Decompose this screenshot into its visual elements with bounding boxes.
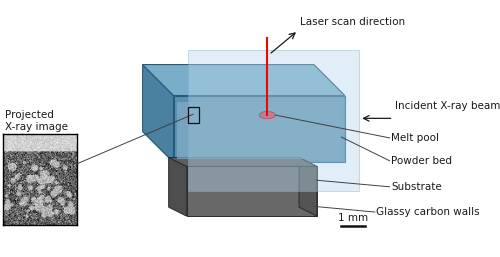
Text: 1 mm: 1 mm [338, 214, 368, 223]
Polygon shape [186, 167, 317, 216]
Text: Glassy carbon walls: Glassy carbon walls [376, 207, 480, 217]
Text: Projected
X-ray image: Projected X-ray image [5, 110, 68, 132]
Polygon shape [299, 158, 317, 216]
Text: Laser scan direction: Laser scan direction [300, 17, 405, 27]
Bar [188, 107, 199, 123]
Polygon shape [142, 65, 344, 96]
Text: Substrate: Substrate [391, 182, 442, 192]
Polygon shape [177, 102, 342, 159]
Polygon shape [168, 158, 186, 216]
Text: Melt pool: Melt pool [391, 133, 439, 143]
Text: Incident X-ray beam: Incident X-ray beam [395, 101, 500, 111]
Ellipse shape [259, 111, 276, 119]
Polygon shape [314, 65, 344, 162]
Polygon shape [174, 96, 344, 162]
Text: Powder bed: Powder bed [391, 156, 452, 166]
Polygon shape [168, 158, 317, 167]
Polygon shape [142, 65, 174, 162]
Polygon shape [142, 131, 344, 162]
Polygon shape [188, 50, 360, 191]
